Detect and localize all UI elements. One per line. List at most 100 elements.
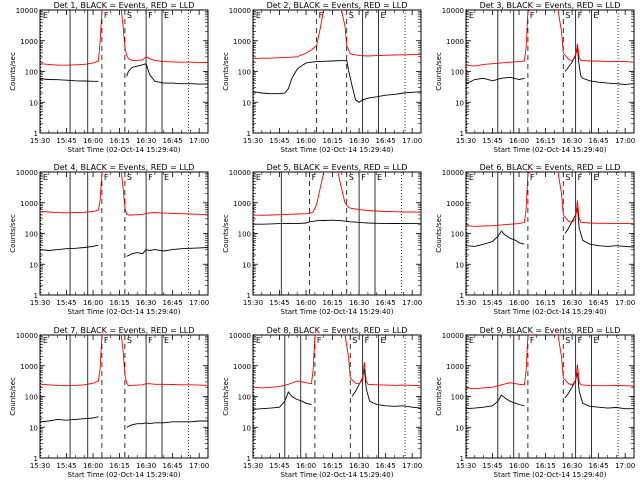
x-tick-label: 16:15 bbox=[322, 137, 342, 145]
x-tick-label: 15:30 bbox=[30, 137, 50, 145]
x-tick-label: 16:15 bbox=[535, 137, 555, 145]
y-tick-label: 10 bbox=[242, 261, 251, 269]
y-tick-label: 100 bbox=[451, 394, 464, 402]
lld-series-line bbox=[253, 172, 421, 216]
y-axis-label: Counts/sec bbox=[222, 52, 230, 91]
marker-letter: E bbox=[43, 336, 48, 345]
events-series-line bbox=[40, 63, 208, 85]
y-tick-label: 10000 bbox=[229, 332, 251, 340]
y-tick-label: 100 bbox=[451, 69, 464, 77]
y-tick-label: 10000 bbox=[16, 169, 38, 177]
y-tick-label: 10 bbox=[242, 99, 251, 107]
x-tick-label: 16:15 bbox=[109, 299, 129, 307]
y-axis-label: Counts/sec bbox=[435, 377, 443, 416]
marker-letter: E bbox=[469, 11, 474, 20]
y-tick-label: 10 bbox=[242, 424, 251, 432]
plot-frame bbox=[465, 334, 635, 459]
panel-title: Det 8, BLACK = Events, RED = LLD bbox=[267, 326, 408, 335]
x-tick-label: 15:30 bbox=[456, 299, 476, 307]
x-tick-label: 15:30 bbox=[30, 462, 50, 470]
detector-panel: Det 9, BLACK = Events, RED = LLD 1 10 100 10… bbox=[435, 326, 635, 479]
y-tick-label: 10 bbox=[29, 99, 38, 107]
x-tick-label: 17:00 bbox=[402, 462, 422, 470]
y-axis-label: Counts/sec bbox=[222, 214, 230, 253]
y-tick-label: 100 bbox=[451, 231, 464, 239]
marker-letter: F bbox=[104, 173, 109, 182]
plot-frame bbox=[252, 334, 422, 459]
x-tick-label: 16:30 bbox=[136, 299, 156, 307]
x-tick-label: 16:45 bbox=[376, 137, 396, 145]
y-tick-label: 1000 bbox=[233, 363, 251, 371]
marker-letter: F bbox=[104, 11, 109, 20]
y-tick-label: 1000 bbox=[446, 363, 464, 371]
x-tick-label: 15:45 bbox=[56, 462, 76, 470]
x-tick-label: 15:30 bbox=[243, 299, 263, 307]
marker-letter: E bbox=[164, 336, 169, 345]
marker-letter: E bbox=[469, 173, 474, 182]
x-tick-label: 16:15 bbox=[535, 462, 555, 470]
x-tick-label: 16:30 bbox=[136, 462, 156, 470]
marker-letter: F bbox=[148, 11, 153, 20]
marker-letter: S bbox=[349, 173, 354, 182]
y-tick-label: 10000 bbox=[16, 332, 38, 340]
y-tick-label: 1000 bbox=[20, 200, 38, 208]
panel-title: Det 2, BLACK = Events, RED = LLD bbox=[267, 1, 408, 10]
marker-letter: F bbox=[361, 173, 366, 182]
x-tick-label: 16:15 bbox=[535, 299, 555, 307]
x-tick-label: 15:30 bbox=[30, 299, 50, 307]
x-axis-label: Start Time (02-Oct-14 15:29:40) bbox=[281, 146, 394, 154]
marker-letter: E bbox=[164, 11, 169, 20]
panel-title: Det 6, BLACK = Events, RED = LLD bbox=[480, 163, 621, 172]
detector-panel: Det 4, BLACK = Events, RED = LLD 1 10 100 10… bbox=[9, 163, 209, 316]
marker-letter: S bbox=[127, 173, 132, 182]
lld-series-line bbox=[466, 172, 634, 227]
x-tick-label: 15:45 bbox=[269, 462, 289, 470]
x-tick-label: 15:30 bbox=[456, 462, 476, 470]
lld-series-line bbox=[466, 335, 634, 390]
y-tick-label: 100 bbox=[238, 394, 251, 402]
y-axis-label: Counts/sec bbox=[435, 52, 443, 91]
y-axis-label: Counts/sec bbox=[9, 52, 17, 91]
x-tick-label: 16:30 bbox=[136, 137, 156, 145]
x-tick-label: 16:45 bbox=[163, 462, 183, 470]
y-tick-label: 1 bbox=[460, 292, 464, 300]
x-tick-label: 16:45 bbox=[589, 299, 609, 307]
y-tick-label: 10 bbox=[455, 261, 464, 269]
x-tick-label: 16:00 bbox=[509, 137, 529, 145]
marker-letter: F bbox=[148, 336, 153, 345]
x-tick-label: 16:00 bbox=[83, 137, 103, 145]
lld-series-line bbox=[253, 335, 421, 389]
y-tick-label: 10000 bbox=[229, 169, 251, 177]
marker-letter: F bbox=[365, 336, 370, 345]
y-tick-label: 100 bbox=[25, 231, 38, 239]
x-tick-label: 16:30 bbox=[349, 137, 369, 145]
x-tick-label: 16:00 bbox=[296, 137, 316, 145]
lld-series-line bbox=[40, 335, 208, 387]
x-tick-label: 16:00 bbox=[509, 462, 529, 470]
x-axis-label: Start Time (02-Oct-14 15:29:40) bbox=[281, 471, 394, 479]
x-tick-label: 16:00 bbox=[83, 299, 103, 307]
x-tick-label: 16:30 bbox=[562, 462, 582, 470]
x-tick-label: 15:30 bbox=[456, 137, 476, 145]
y-tick-label: 100 bbox=[25, 69, 38, 77]
x-tick-label: 16:45 bbox=[589, 137, 609, 145]
y-tick-label: 1 bbox=[247, 130, 251, 138]
x-axis-label: Start Time (02-Oct-14 15:29:40) bbox=[494, 308, 607, 316]
marker-letter: E bbox=[469, 336, 474, 345]
events-series-line bbox=[466, 372, 634, 410]
events-series-line bbox=[466, 47, 634, 85]
y-tick-label: 100 bbox=[238, 69, 251, 77]
detector-panel: Det 3, BLACK = Events, RED = LLD 1 10 100 10… bbox=[435, 1, 635, 154]
marker-letter: S bbox=[565, 11, 570, 20]
detector-panel: Det 1, BLACK = Events, RED = LLD 1 10 100 10… bbox=[9, 1, 209, 154]
marker-letter: E bbox=[43, 173, 48, 182]
x-tick-label: 16:45 bbox=[163, 299, 183, 307]
panel-title: Det 5, BLACK = Events, RED = LLD bbox=[267, 163, 408, 172]
panel-title: Det 9, BLACK = Events, RED = LLD bbox=[480, 326, 621, 335]
marker-letter: E bbox=[43, 11, 48, 20]
y-tick-label: 10 bbox=[29, 424, 38, 432]
plot-frame bbox=[252, 9, 422, 134]
x-tick-label: 16:30 bbox=[562, 137, 582, 145]
marker-letter: F bbox=[312, 173, 317, 182]
y-axis-label: Counts/sec bbox=[435, 214, 443, 253]
